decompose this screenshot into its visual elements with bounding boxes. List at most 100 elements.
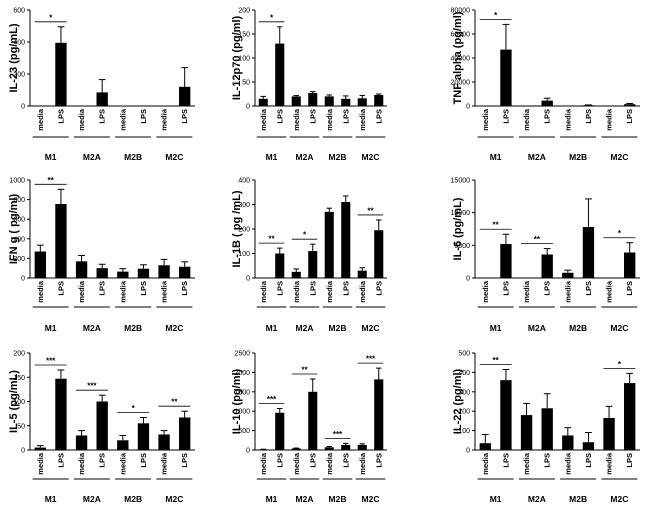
y-tick-label: 0	[21, 448, 25, 455]
category-label: LPS	[98, 109, 107, 124]
group-label: M2B	[329, 323, 347, 333]
category-label: LPS	[180, 109, 189, 124]
bar	[308, 251, 318, 278]
y-axis-label: IL-6 (pg/mL)	[452, 197, 464, 260]
chart-panel-5: IL-1B ( pg /mL) 0 100 200 300 400 media LPS medi…	[231, 178, 387, 333]
significance-label: **	[493, 221, 500, 230]
category-label: LPS	[275, 109, 284, 124]
y-tick-label: 600	[13, 217, 25, 224]
group-label: M1	[490, 323, 502, 333]
group-label: M2C	[610, 152, 628, 162]
y-tick-label: 100	[458, 428, 470, 435]
group-label: M2B	[569, 323, 587, 333]
category-label: media	[358, 452, 367, 475]
bar	[324, 447, 334, 450]
category-label: LPS	[139, 453, 148, 468]
bar	[541, 408, 553, 450]
y-tick-label: 5000	[454, 243, 470, 250]
bar	[541, 100, 553, 106]
significance-label: **	[268, 235, 275, 244]
y-tick-label: 200	[13, 351, 25, 358]
category-label: LPS	[56, 109, 65, 124]
significance-label: **	[171, 398, 178, 407]
bar	[562, 272, 574, 278]
significance-label: ***	[46, 356, 56, 365]
bar	[582, 442, 595, 450]
significance-label: *	[49, 13, 53, 22]
category-label: LPS	[543, 109, 552, 124]
group-label: M2C	[362, 323, 380, 333]
chart-panel-7: IL-5 (pg/mL) 0 50 100 150 200 media LPS media LPS…	[8, 351, 195, 504]
bar	[275, 253, 285, 278]
significance-label: *	[270, 13, 274, 22]
category-label: LPS	[625, 453, 634, 468]
group-label: M2B	[569, 494, 587, 504]
group-label: M2C	[610, 494, 628, 504]
category-label: LPS	[374, 109, 383, 124]
category-label: media	[36, 452, 45, 475]
y-tick-label: 600	[13, 8, 25, 15]
category-label: LPS	[139, 281, 148, 296]
group-label: M2C	[165, 152, 183, 162]
bar	[137, 268, 150, 278]
y-tick-label: 0	[246, 448, 250, 455]
y-tick-label: 150	[238, 32, 250, 39]
category-label: LPS	[584, 453, 593, 468]
category-label: media	[522, 108, 531, 131]
y-tick-label: 200	[238, 227, 250, 234]
category-label: LPS	[374, 453, 383, 468]
y-tick-label: 150	[13, 375, 25, 382]
y-tick-label: 100	[13, 399, 25, 406]
y-tick-label: 400	[238, 178, 250, 185]
bar	[308, 391, 318, 450]
category-label: LPS	[56, 281, 65, 296]
bar	[500, 244, 512, 278]
bar	[374, 94, 384, 106]
y-tick-label: 60000	[451, 32, 471, 39]
bar	[541, 254, 553, 278]
category-label: LPS	[275, 453, 284, 468]
y-tick-label: 100	[238, 56, 250, 63]
category-label: media	[481, 452, 490, 475]
bar	[324, 211, 334, 278]
category-label: media	[259, 452, 268, 475]
y-tick-label: 200	[13, 256, 25, 263]
bar	[357, 444, 367, 450]
bar	[341, 98, 351, 106]
y-tick-label: 300	[238, 202, 250, 209]
y-tick-label: 0	[466, 448, 470, 455]
y-tick-label: 50	[17, 423, 25, 430]
significance-label: **	[48, 176, 55, 185]
y-tick-label: 200	[238, 8, 250, 15]
y-tick-label: 0	[21, 104, 25, 111]
y-tick-label: 10000	[451, 210, 471, 217]
category-label: LPS	[180, 281, 189, 296]
category-label: LPS	[139, 109, 148, 124]
y-axis-label: IL-23 (pg/mL)	[8, 23, 20, 92]
category-label: media	[259, 280, 268, 303]
bar	[582, 105, 595, 106]
category-label: LPS	[374, 281, 383, 296]
bar	[374, 379, 384, 450]
category-label: media	[522, 452, 531, 475]
category-label: LPS	[543, 281, 552, 296]
category-label: media	[77, 280, 86, 303]
bar	[291, 448, 301, 450]
bar	[158, 434, 170, 450]
bar	[500, 49, 512, 106]
category-label: LPS	[341, 281, 350, 296]
category-label: LPS	[308, 281, 317, 296]
group-label: M2B	[329, 152, 347, 162]
category-label: LPS	[501, 281, 510, 296]
y-tick-label: 0	[246, 104, 250, 111]
group-label: M2A	[83, 152, 101, 162]
y-axis-label: TNF alpha (pg/ml)	[452, 11, 464, 104]
category-label: media	[292, 108, 301, 131]
group-label: M2B	[569, 152, 587, 162]
category-label: LPS	[308, 453, 317, 468]
group-label: M2A	[528, 494, 546, 504]
bar	[291, 271, 301, 278]
significance-label: ***	[87, 382, 97, 391]
significance-label: *	[618, 360, 622, 369]
